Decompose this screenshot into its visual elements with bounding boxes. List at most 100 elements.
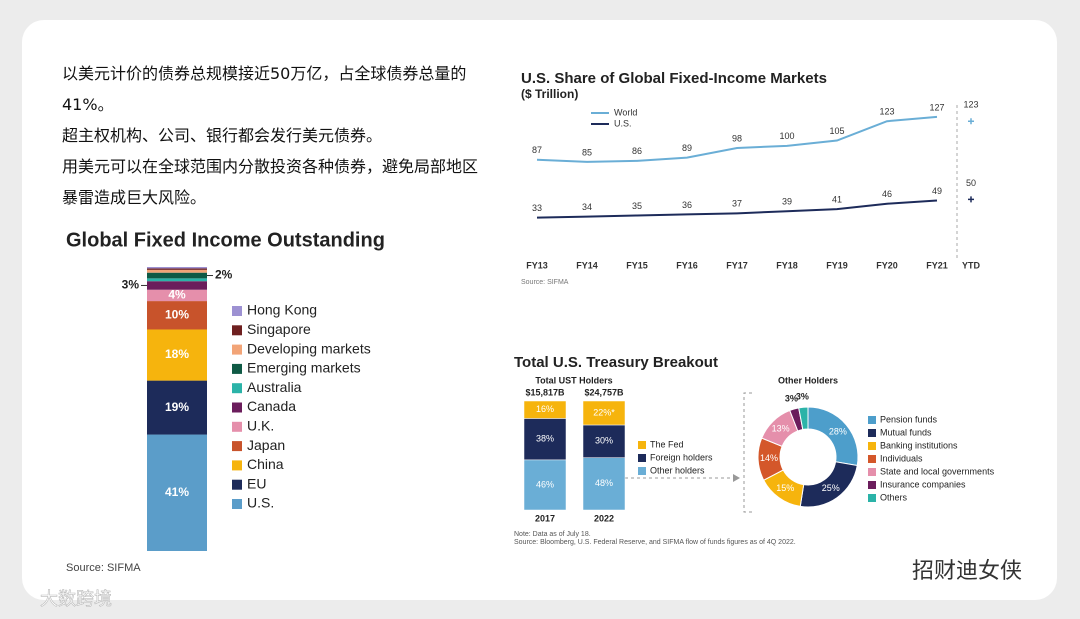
data-label: 89: [682, 143, 692, 153]
legend-label: Canada: [247, 398, 296, 414]
bar-segment: [523, 400, 567, 419]
legend-swatch: [232, 325, 242, 336]
legend-label: Japan: [247, 437, 285, 453]
legend-label: Insurance companies: [880, 479, 966, 489]
legend-label: Others: [880, 492, 908, 502]
intro-text: 以美元计价的债券总规模接近50万亿，占全球债券总量的41%。 超主权机构、公司、…: [62, 58, 478, 213]
data-label: 2%: [215, 268, 233, 282]
data-label: 22%*: [593, 407, 615, 417]
data-label: 37: [732, 199, 742, 209]
legend-swatch: [868, 481, 876, 489]
x-tick-label: YTD: [962, 260, 981, 270]
bar-segment: [582, 424, 626, 458]
data-label: 50: [966, 178, 976, 188]
data-label: 86: [632, 146, 642, 156]
legend-label: The Fed: [650, 439, 684, 449]
data-label: 46%: [536, 479, 554, 489]
legend-label: Developing markets: [247, 340, 371, 356]
legend-label: Banking institutions: [880, 440, 958, 450]
legend-swatch: [232, 479, 242, 490]
data-label: 16%: [536, 404, 554, 414]
data-label: 10%: [165, 307, 189, 321]
legend-swatch: [868, 442, 876, 450]
data-label: 98: [732, 133, 742, 143]
legend-swatch: [232, 460, 242, 471]
logo-right: 招财迪女侠: [912, 558, 1022, 583]
legend-swatch: [868, 429, 876, 437]
data-label: 105: [829, 126, 844, 136]
x-tick-label: FY20: [876, 260, 898, 270]
legend-label: Mutual funds: [880, 427, 932, 437]
legend-label: Singapore: [247, 321, 311, 337]
intro-line: 超主权机构、公司、银行都会发行美元债券。: [62, 126, 383, 145]
ytd-marker: [968, 118, 974, 125]
chart-title: U.S. Share of Global Fixed-Income Market…: [521, 70, 827, 87]
legend-swatch: [232, 383, 242, 394]
bar-segment: [523, 459, 567, 511]
bar-segment: [147, 272, 207, 279]
series-line: [536, 199, 938, 219]
donut-slice: [798, 406, 809, 431]
data-label: 36: [682, 200, 692, 210]
logo-left: 大数跨境: [40, 589, 112, 609]
data-label: 49: [932, 186, 942, 196]
intro-line: 以美元计价的债券总规模接近50万亿，占全球债券总量的41%。: [62, 64, 467, 114]
total-label: $24,757B: [584, 387, 624, 397]
x-tick-label: FY16: [676, 260, 698, 270]
legend-swatch: [638, 441, 646, 449]
bar-segment: [147, 301, 207, 330]
source: Source: SIFMA: [521, 279, 569, 286]
x-tick-label: FY14: [576, 260, 598, 270]
data-label: 48%: [595, 478, 613, 488]
chart-title: Global Fixed Income Outstanding: [66, 229, 385, 251]
bar-segment: [147, 434, 207, 551]
legend-label: U.K.: [247, 418, 274, 434]
data-label: 123: [879, 107, 894, 117]
legend-swatch: [232, 306, 242, 316]
legend-swatch: [232, 499, 242, 509]
legend-label: Other holders: [650, 465, 705, 475]
legend-swatch: [868, 455, 876, 463]
legend-label: Australia: [247, 379, 302, 395]
legend-swatch: [638, 454, 646, 462]
x-tick-label: FY18: [776, 260, 798, 270]
x-tick-label: FY21: [926, 260, 948, 270]
legend-label: Emerging markets: [247, 360, 361, 376]
data-label: 18%: [165, 347, 189, 361]
data-label: 85: [582, 147, 592, 157]
chart-subtitle: Total UST Holders: [535, 375, 612, 385]
legend-swatch: [638, 467, 646, 475]
data-label: 123: [963, 100, 978, 110]
bar-segment: [582, 400, 626, 426]
bar-segment: [147, 278, 207, 282]
x-tick-label: 2022: [594, 513, 614, 523]
legend-swatch: [232, 421, 242, 432]
chart-title: Total U.S. Treasury Breakout: [514, 354, 718, 371]
bar-segment: [147, 268, 207, 270]
data-label: 35: [632, 201, 642, 211]
legend-label: Individuals: [880, 453, 923, 463]
x-tick-label: FY15: [626, 260, 648, 270]
data-label: 100: [779, 131, 794, 141]
legend-swatch: [232, 441, 242, 452]
data-label: 3%: [796, 392, 809, 402]
data-label: 28%: [829, 426, 847, 436]
bar-segment: [147, 267, 207, 269]
bracket: [743, 392, 752, 513]
ytd-marker: [968, 196, 974, 203]
data-label: 34: [582, 202, 592, 212]
data-label: 33: [532, 203, 542, 213]
intro-line: 用美元可以在全球范围内分散投资各种债券，避免局部地区暴雷造成巨大风险。: [62, 157, 479, 207]
legend-label: Foreign holders: [650, 452, 713, 462]
data-label: 3%: [785, 394, 798, 404]
data-label: 14%: [760, 453, 778, 463]
data-label: 41: [832, 194, 842, 204]
note: Note: Data as of July 18.: [514, 531, 591, 538]
bar-segment: [582, 457, 626, 511]
legend-label: State and local governments: [880, 466, 995, 476]
x-tick-label: 2017: [535, 513, 555, 523]
x-tick-label: FY17: [726, 260, 748, 270]
data-label: 30%: [595, 436, 613, 446]
